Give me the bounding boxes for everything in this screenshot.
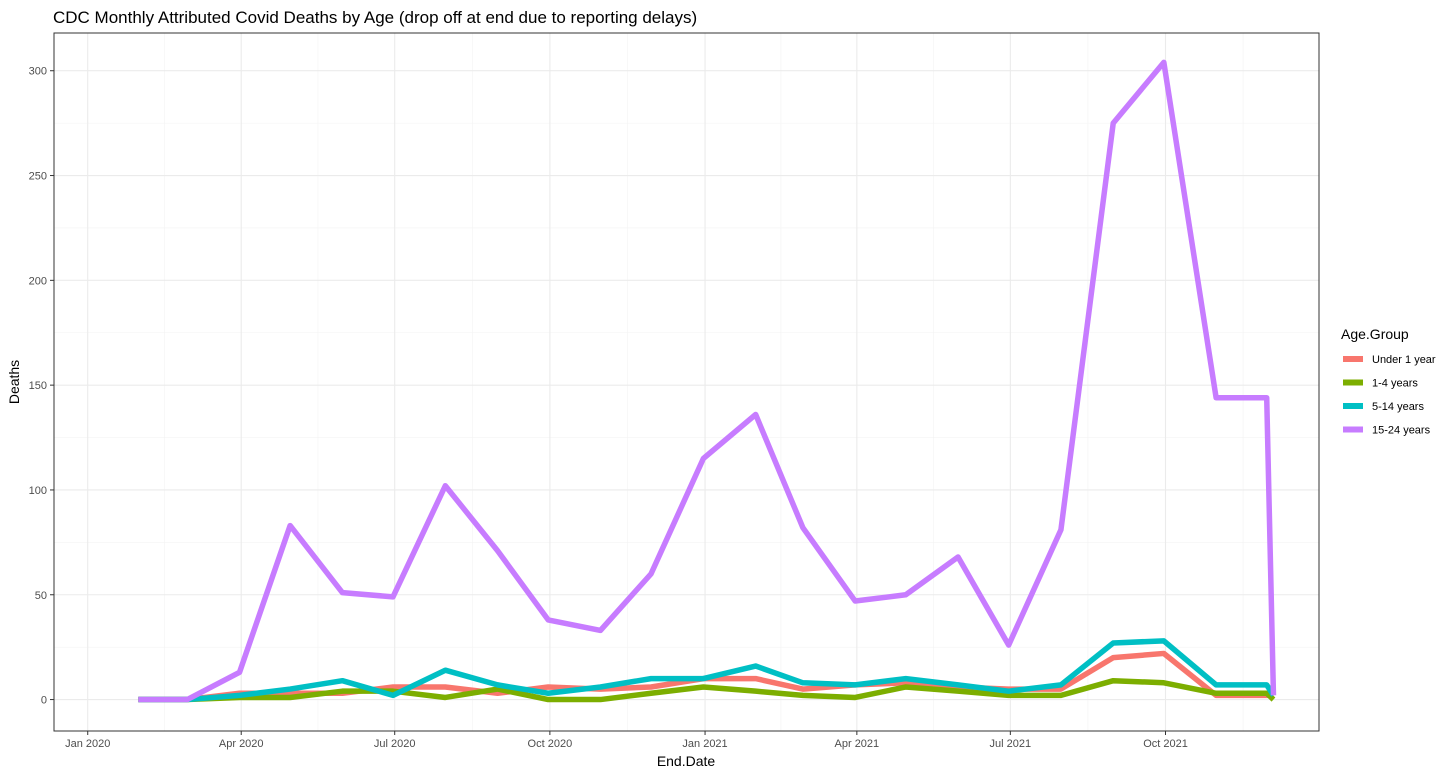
y-axis: 0 50 100 150 200 250 300: [29, 66, 54, 707]
chart-title: CDC Monthly Attributed Covid Deaths by A…: [53, 8, 697, 27]
series-line-2: [138, 677, 1276, 703]
plot-border: [53, 32, 1320, 732]
series-line-4: [138, 59, 1277, 703]
x-tick-label: Apr 2020: [219, 738, 264, 750]
legend-label: 1-4 years: [1372, 378, 1418, 390]
series-line-3: [138, 638, 1276, 703]
legend-label: 15-24 years: [1372, 425, 1431, 437]
x-tick-label: Jan 2021: [682, 738, 727, 750]
legend-title: Age.Group: [1341, 326, 1409, 342]
series-lines: [138, 59, 1277, 703]
y-tick-label: 250: [29, 171, 47, 183]
legend-label: 5-14 years: [1372, 401, 1424, 413]
y-tick-label: 100: [29, 485, 47, 497]
y-tick-label: 50: [35, 590, 47, 602]
legend-label: Under 1 year: [1372, 354, 1436, 366]
x-tick-label: Jul 2020: [374, 738, 416, 750]
x-tick-label: Jul 2021: [990, 738, 1032, 750]
y-axis-title: Deaths: [6, 360, 22, 404]
y-tick-label: 200: [29, 275, 47, 287]
plot-panel: [54, 33, 1319, 731]
x-tick-label: Apr 2021: [835, 738, 880, 750]
legend: Age.Group Under 1 year 1-4 years 5-14 year…: [1341, 326, 1436, 437]
x-tick-label: Oct 2021: [1143, 738, 1188, 750]
y-tick-label: 300: [29, 66, 47, 78]
grid-minor: [54, 33, 1319, 731]
y-tick-label: 150: [29, 380, 47, 392]
x-axis: Jan 2020 Apr 2020 Jul 2020 Oct 2020 Jan 2021…: [65, 731, 1188, 750]
y-tick-label: 0: [41, 695, 47, 707]
x-tick-label: Oct 2020: [528, 738, 573, 750]
x-tick-label: Jan 2020: [65, 738, 110, 750]
x-axis-title: End.Date: [657, 753, 716, 769]
